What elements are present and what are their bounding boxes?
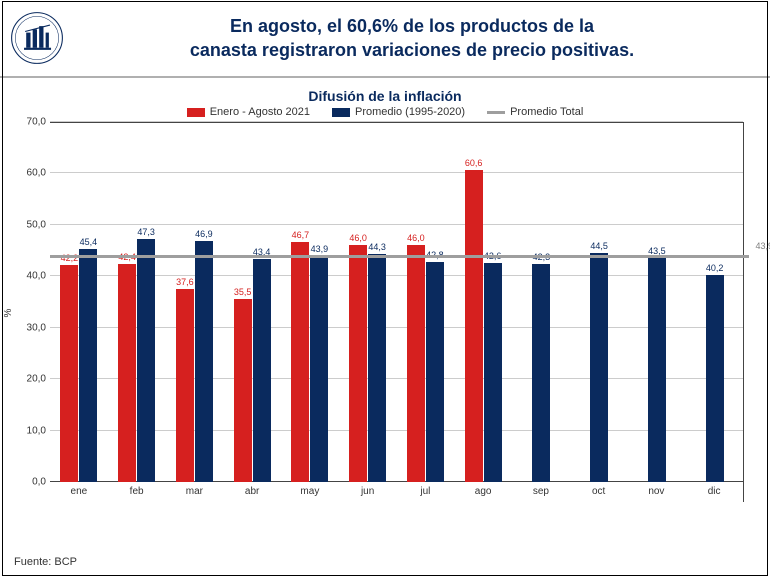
inflation-diffusion-chart: Difusión de la inflación Enero - Agosto … bbox=[0, 88, 770, 502]
y-tick-label: 50,0 bbox=[16, 219, 46, 230]
legend-label-avg: Promedio (1995-2020) bbox=[355, 106, 465, 118]
bar-label-avg: 45,4 bbox=[80, 237, 98, 247]
header-bar: En agosto, el 60,6% de los productos de … bbox=[0, 0, 770, 78]
y-tick-label: 0,0 bbox=[16, 477, 46, 488]
month-group: 42,245,4 bbox=[50, 123, 108, 482]
x-tick-label: dic bbox=[685, 482, 743, 502]
month-group: 43,5 bbox=[628, 123, 686, 482]
bar-current: 46,0 bbox=[407, 245, 425, 482]
y-tick-label: 10,0 bbox=[16, 425, 46, 436]
legend-label-total: Promedio Total bbox=[510, 106, 583, 118]
y-axis-title: % bbox=[3, 308, 14, 317]
bar-current: 60,6 bbox=[465, 170, 483, 482]
bar-current: 35,5 bbox=[234, 299, 252, 482]
total-average-end-label: 43,9 bbox=[755, 241, 770, 251]
bar-avg: 45,4 bbox=[79, 249, 97, 482]
bar-label-avg: 47,3 bbox=[137, 227, 155, 237]
legend-swatch-current bbox=[187, 108, 205, 117]
chart-legend: Enero - Agosto 2021 Promedio (1995-2020)… bbox=[0, 106, 770, 118]
total-average-line bbox=[50, 255, 749, 258]
x-tick-label: ago bbox=[454, 482, 512, 502]
bar-avg: 47,3 bbox=[137, 239, 155, 482]
bcp-logo bbox=[10, 11, 64, 65]
x-tick-label: oct bbox=[570, 482, 628, 502]
bar-avg: 44,5 bbox=[590, 253, 608, 482]
x-tick-label: jul bbox=[397, 482, 455, 502]
bar-current: 37,6 bbox=[176, 289, 194, 482]
x-tick-label: jun bbox=[339, 482, 397, 502]
title-line-2: canasta registraron variaciones de preci… bbox=[84, 38, 740, 62]
bar-label-current: 46,0 bbox=[407, 233, 425, 243]
bar-label-avg: 43,9 bbox=[311, 244, 329, 254]
bar-avg: 46,9 bbox=[195, 241, 213, 482]
x-tick-label: nov bbox=[628, 482, 686, 502]
title-line-1: En agosto, el 60,6% de los productos de … bbox=[84, 14, 740, 38]
bar-label-current: 37,6 bbox=[176, 277, 194, 287]
plot-area: % 0,010,020,030,040,050,060,070,0 42,245… bbox=[50, 122, 744, 502]
x-axis: enefebmarabrmayjunjulagosepoctnovdic bbox=[50, 482, 743, 502]
bar-label-current: 35,5 bbox=[234, 287, 252, 297]
bar-avg: 42,3 bbox=[532, 264, 550, 482]
bar-current: 42,2 bbox=[60, 265, 78, 482]
legend-swatch-total bbox=[487, 111, 505, 114]
bar-label-avg: 44,5 bbox=[590, 241, 608, 251]
x-tick-label: ene bbox=[50, 482, 108, 502]
month-group: 42,3 bbox=[512, 123, 570, 482]
y-tick-label: 40,0 bbox=[16, 271, 46, 282]
legend-item-total: Promedio Total bbox=[487, 106, 583, 118]
source-label: Fuente: BCP bbox=[14, 556, 77, 568]
bar-label-avg: 44,3 bbox=[368, 242, 386, 252]
x-tick-label: mar bbox=[166, 482, 224, 502]
bar-current: 46,0 bbox=[349, 245, 367, 482]
page-title: En agosto, el 60,6% de los productos de … bbox=[64, 14, 760, 63]
x-tick-label: abr bbox=[223, 482, 281, 502]
month-group: 42,447,3 bbox=[108, 123, 166, 482]
y-tick-label: 20,0 bbox=[16, 374, 46, 385]
month-group: 46,044,3 bbox=[339, 123, 397, 482]
x-tick-label: may bbox=[281, 482, 339, 502]
month-group: 46,042,8 bbox=[397, 123, 455, 482]
month-group: 60,642,6 bbox=[454, 123, 512, 482]
gridline bbox=[50, 121, 743, 122]
bar-avg: 42,6 bbox=[484, 263, 502, 482]
y-tick-label: 70,0 bbox=[16, 117, 46, 128]
bar-avg: 40,2 bbox=[706, 275, 724, 482]
bar-label-avg: 40,2 bbox=[706, 263, 724, 273]
bar-avg: 43,5 bbox=[648, 258, 666, 482]
month-group: 37,646,9 bbox=[166, 123, 224, 482]
legend-item-current: Enero - Agosto 2021 bbox=[187, 106, 310, 118]
bar-avg: 42,8 bbox=[426, 262, 444, 482]
bar-label-current: 60,6 bbox=[465, 158, 483, 168]
month-group: 46,743,9 bbox=[281, 123, 339, 482]
bar-avg: 44,3 bbox=[368, 254, 386, 482]
x-tick-label: feb bbox=[108, 482, 166, 502]
bar-avg: 43,4 bbox=[253, 259, 271, 482]
y-tick-label: 30,0 bbox=[16, 322, 46, 333]
legend-label-current: Enero - Agosto 2021 bbox=[210, 106, 310, 118]
legend-item-avg: Promedio (1995-2020) bbox=[332, 106, 465, 118]
chart-title: Difusión de la inflación bbox=[0, 88, 770, 104]
bar-current: 42,4 bbox=[118, 264, 136, 482]
bar-current: 46,7 bbox=[291, 242, 309, 482]
bar-avg: 43,9 bbox=[310, 256, 328, 482]
x-tick-label: sep bbox=[512, 482, 570, 502]
bar-label-current: 46,0 bbox=[349, 233, 367, 243]
y-tick-label: 60,0 bbox=[16, 168, 46, 179]
bar-label-current: 46,7 bbox=[292, 230, 310, 240]
month-group: 40,2 bbox=[685, 123, 743, 482]
month-group: 44,5 bbox=[570, 123, 628, 482]
month-group: 35,543,4 bbox=[223, 123, 281, 482]
bar-label-avg: 46,9 bbox=[195, 229, 213, 239]
legend-swatch-avg bbox=[332, 108, 350, 117]
